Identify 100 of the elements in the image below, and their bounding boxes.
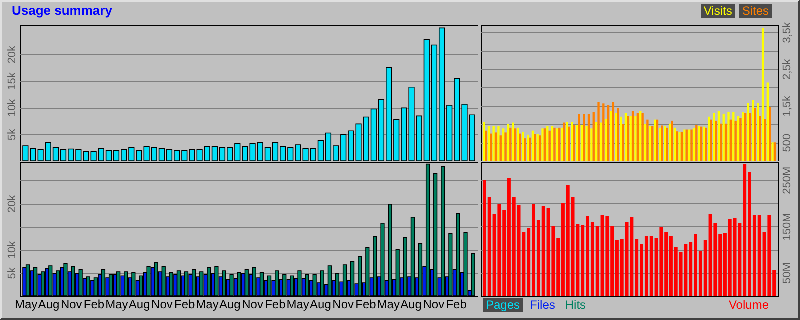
bar [632,111,634,161]
bar [554,128,556,161]
bar [620,116,622,161]
bar [592,112,595,161]
text: Sites [739,4,772,18]
bar [551,126,554,161]
y-tick-label: 500 [782,134,794,152]
y-tick-label: 50M [782,262,794,284]
bar [600,122,603,161]
bar [734,120,737,161]
bar [627,116,630,161]
bar [583,114,586,161]
x-tick-label: Aug [219,298,241,312]
bar [693,128,696,161]
bar [510,128,512,161]
x-tick-label: May [196,298,219,312]
bar [568,126,570,161]
bar [730,120,732,161]
bar [532,130,534,161]
x-tick-label: Nov [423,298,445,312]
bar [610,111,612,161]
x-tick-label: May [286,298,310,312]
bar [617,108,620,161]
bar [722,114,725,161]
bar [622,124,624,161]
bar [774,142,776,161]
bar [646,120,649,161]
bar [524,138,526,161]
y-tick-label: 1,5k [782,95,794,117]
bar [744,113,747,161]
bar [578,114,580,161]
bar [482,122,486,161]
bar [590,128,593,161]
x-tick-label: Feb [446,298,468,312]
y-tick-label: 10k [6,98,18,118]
x-tick-label: Aug [400,298,422,312]
bar [644,124,647,161]
bar [612,102,615,161]
bar [490,134,492,161]
bar [529,138,532,161]
bar [488,126,490,161]
bar [512,122,514,161]
series-label: Volume [728,298,770,312]
bar [718,111,720,161]
bar [654,120,656,161]
y-tick-label: 250M [782,166,794,194]
bar [656,120,659,161]
bar [514,128,517,161]
bar [649,126,652,161]
bar [740,118,742,161]
x-tick-label: Aug [128,298,150,312]
bar [652,126,654,161]
bar [504,132,507,161]
bar [598,102,600,161]
bar [546,126,549,161]
bar [534,134,536,161]
y-tick-label: 15k [6,72,18,90]
x-tick-label: Nov [332,298,354,312]
text: Pages [483,298,524,312]
bar [571,122,574,161]
bar [527,134,530,161]
y-tick-label: 20k [6,194,18,213]
x-tick-label: May [15,298,38,312]
bar [715,120,718,161]
bar [607,105,610,161]
x-tick-label: Aug [38,298,60,312]
bar [772,142,774,161]
bar [703,126,706,161]
bar [671,120,674,161]
bar [720,124,722,161]
y-tick-label: 10k [6,240,18,260]
bar [538,136,542,161]
bar [698,126,700,161]
x-tick-label: Feb [84,298,105,312]
bar [680,132,684,161]
y-tick-label: 20k [6,45,18,64]
bar [728,112,730,161]
y-tick-label: 5k [6,128,18,141]
bar [742,112,745,161]
bar [563,122,566,161]
bar [768,107,772,161]
bar [752,100,754,161]
x-tick-label: Nov [242,298,264,312]
bar [566,122,568,161]
x-tick-label: May [106,298,128,312]
chart-title: Usage summary [12,3,112,18]
bar [678,132,681,161]
bar [724,124,728,161]
bar [556,128,559,161]
bar [517,128,520,161]
x-tick-label: May [377,298,400,312]
bar [766,82,769,161]
bar [674,128,676,161]
bar [498,126,500,161]
bar [759,116,762,161]
bar [624,113,628,161]
y-tick-label: 3,5k [782,22,794,44]
y-tick-label: 2,5k [782,58,794,80]
bar [596,122,598,161]
bar [586,126,588,161]
